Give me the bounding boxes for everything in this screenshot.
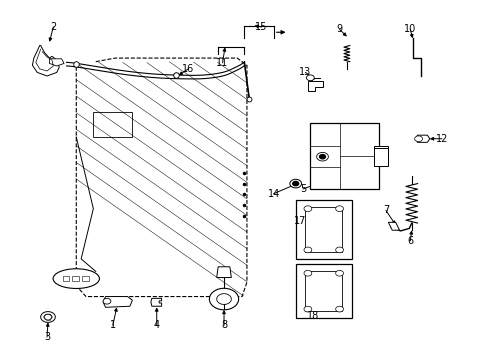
Text: 13: 13 — [299, 67, 311, 77]
Bar — [82, 276, 89, 282]
Polygon shape — [44, 314, 52, 320]
Polygon shape — [307, 81, 322, 91]
Polygon shape — [209, 288, 238, 310]
Text: 3: 3 — [44, 332, 50, 342]
Text: 18: 18 — [306, 311, 318, 321]
Polygon shape — [41, 312, 55, 322]
Text: 4: 4 — [153, 320, 160, 330]
Polygon shape — [373, 146, 387, 164]
Text: 12: 12 — [435, 134, 447, 144]
Polygon shape — [316, 152, 328, 161]
Polygon shape — [49, 59, 64, 66]
Polygon shape — [151, 298, 161, 306]
Text: 14: 14 — [267, 189, 279, 199]
Polygon shape — [103, 297, 132, 307]
Polygon shape — [304, 206, 311, 212]
Polygon shape — [373, 148, 387, 166]
Polygon shape — [310, 123, 378, 189]
Text: 10: 10 — [404, 24, 416, 35]
Polygon shape — [216, 294, 231, 305]
Polygon shape — [295, 264, 351, 318]
Text: 6: 6 — [407, 236, 412, 246]
Polygon shape — [304, 247, 311, 253]
Polygon shape — [319, 154, 325, 159]
Polygon shape — [335, 206, 343, 212]
Polygon shape — [289, 179, 301, 188]
Text: 1: 1 — [110, 320, 116, 330]
Polygon shape — [32, 45, 59, 76]
Polygon shape — [295, 200, 351, 259]
Polygon shape — [292, 181, 298, 186]
Text: 17: 17 — [294, 216, 306, 226]
Polygon shape — [305, 271, 341, 311]
Polygon shape — [414, 135, 429, 142]
Text: 15: 15 — [255, 22, 267, 32]
Polygon shape — [304, 306, 311, 312]
Polygon shape — [103, 298, 111, 304]
Polygon shape — [335, 247, 343, 253]
Polygon shape — [414, 136, 422, 141]
Polygon shape — [335, 306, 343, 312]
Polygon shape — [216, 267, 231, 278]
Polygon shape — [335, 270, 343, 276]
Text: 16: 16 — [182, 64, 194, 74]
Bar — [62, 276, 69, 282]
Text: 2: 2 — [50, 22, 57, 32]
Text: 9: 9 — [336, 24, 342, 35]
Polygon shape — [305, 207, 341, 252]
Text: 8: 8 — [221, 320, 226, 330]
Text: 5: 5 — [299, 184, 305, 194]
Ellipse shape — [53, 269, 99, 288]
Polygon shape — [306, 75, 314, 81]
Polygon shape — [387, 222, 399, 230]
Text: 7: 7 — [382, 206, 388, 216]
Bar — [93, 112, 132, 137]
Bar — [72, 276, 79, 282]
Text: 11: 11 — [216, 58, 228, 68]
Polygon shape — [304, 270, 311, 276]
